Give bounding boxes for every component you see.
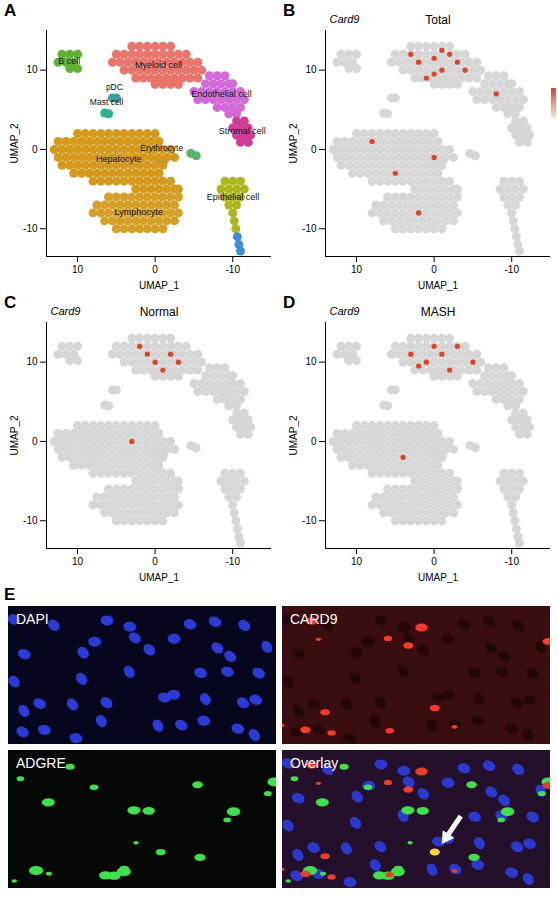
svg-text:UMAP_2: UMAP_2 — [9, 415, 20, 455]
svg-text:Hepatocyte: Hepatocyte — [96, 154, 142, 164]
svg-text:10: 10 — [72, 556, 84, 567]
svg-text:DAPI: DAPI — [16, 611, 49, 627]
svg-text:Card9: Card9 — [330, 305, 360, 317]
svg-text:10: 10 — [26, 356, 38, 367]
svg-text:-10: -10 — [225, 556, 240, 567]
svg-text:Stromal cell: Stromal cell — [219, 126, 266, 136]
svg-text:-10: -10 — [23, 515, 38, 526]
svg-text:Erythrocyte: Erythrocyte — [140, 143, 183, 153]
svg-text:Total: Total — [425, 13, 450, 27]
svg-text:Myeloid cell: Myeloid cell — [135, 60, 182, 70]
html-text:D: D — [283, 293, 296, 312]
svg-text:-10: -10 — [302, 515, 317, 526]
svg-text:B cell: B cell — [58, 56, 80, 66]
svg-text:0: 0 — [152, 264, 158, 275]
svg-text:Card9: Card9 — [330, 13, 360, 25]
svg-text:-10: -10 — [504, 264, 519, 275]
svg-text:UMAP_2: UMAP_2 — [9, 123, 20, 163]
svg-text:0: 0 — [32, 436, 38, 447]
svg-text:10: 10 — [305, 356, 317, 367]
svg-text:-10: -10 — [225, 264, 240, 275]
svg-text:0: 0 — [431, 264, 437, 275]
html-text:E: E — [4, 585, 16, 604]
svg-text:Lymphocyte: Lymphocyte — [114, 207, 162, 217]
svg-text:Endothelial cell: Endothelial cell — [191, 89, 252, 99]
svg-text:UMAP_1: UMAP_1 — [418, 572, 458, 583]
svg-text:UMAP_1: UMAP_1 — [418, 280, 458, 291]
svg-text:Normal: Normal — [140, 305, 179, 319]
svg-text:10: 10 — [351, 264, 363, 275]
svg-text:10: 10 — [72, 264, 84, 275]
svg-text:-10: -10 — [302, 223, 317, 234]
svg-text:0: 0 — [311, 436, 317, 447]
svg-text:10: 10 — [351, 556, 363, 567]
svg-text:Card9: Card9 — [51, 305, 81, 317]
svg-text:CARD9: CARD9 — [290, 611, 338, 627]
svg-text:pDC: pDC — [106, 82, 123, 92]
svg-text:-10: -10 — [504, 556, 519, 567]
svg-text:Overlay: Overlay — [290, 755, 338, 771]
svg-text:UMAP_2: UMAP_2 — [288, 123, 299, 163]
svg-text:0: 0 — [152, 556, 158, 567]
html-text:A: A — [4, 1, 17, 20]
svg-text:MASH: MASH — [421, 305, 456, 319]
html-text:C: C — [4, 293, 17, 312]
svg-text:Epithelial cell: Epithelial cell — [207, 192, 260, 202]
html-text:B: B — [283, 1, 296, 20]
svg-text:0: 0 — [431, 556, 437, 567]
svg-text:0: 0 — [32, 144, 38, 155]
svg-text:10: 10 — [305, 64, 317, 75]
svg-text:Mast cell: Mast cell — [90, 97, 124, 107]
svg-text:UMAP_2: UMAP_2 — [288, 415, 299, 455]
svg-text:UMAP_1: UMAP_1 — [139, 280, 179, 291]
svg-text:10: 10 — [26, 64, 38, 75]
svg-text:ADGRE: ADGRE — [16, 755, 66, 771]
svg-text:0: 0 — [311, 144, 317, 155]
svg-text:UMAP_1: UMAP_1 — [139, 572, 179, 583]
svg-text:-10: -10 — [23, 223, 38, 234]
